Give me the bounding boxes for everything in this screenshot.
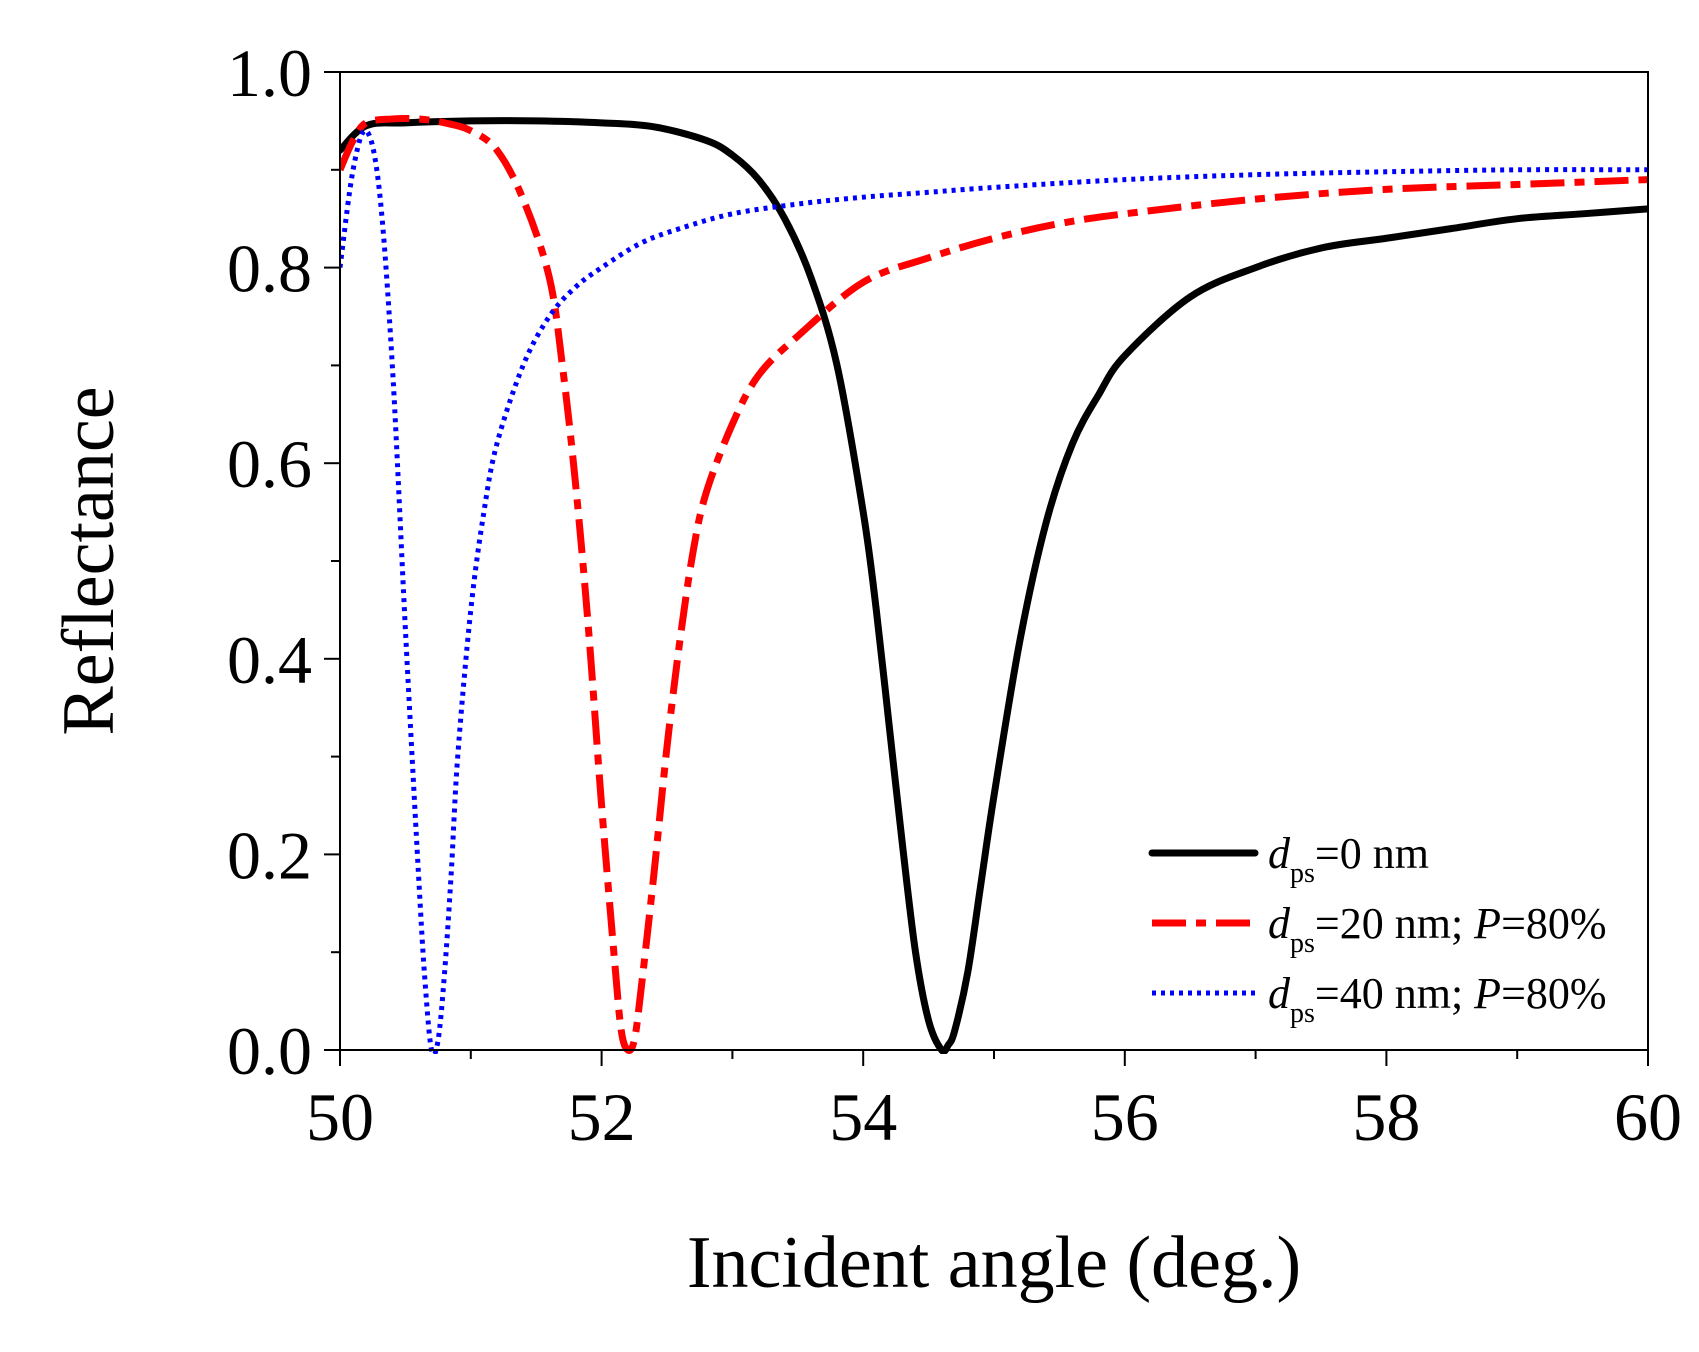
y-tick-label: 0.0 xyxy=(227,1013,312,1089)
y-tick-label: 0.2 xyxy=(227,817,312,893)
series-line-2 xyxy=(340,127,1648,1054)
x-tick-label: 52 xyxy=(568,1079,636,1155)
legend-label-part: d xyxy=(1268,829,1291,878)
x-tick-label: 56 xyxy=(1091,1079,1159,1155)
legend-label-part: =80% xyxy=(1501,969,1606,1018)
y-axis-title: Reflectance xyxy=(48,386,130,735)
legend-label-part: =20 nm; xyxy=(1315,899,1474,948)
x-tick-label: 58 xyxy=(1352,1079,1420,1155)
x-tick-label: 54 xyxy=(829,1079,897,1155)
y-tick-label: 0.4 xyxy=(227,622,312,698)
legend-label-1: dps=20 nm; P=80% xyxy=(1268,899,1607,959)
series-line-1 xyxy=(340,114,1648,1054)
y-tick-label: 0.6 xyxy=(227,426,312,502)
axes-layer: 50 52 54 56 58 60 0.0 0.2 0.4 0.6 0.8 1.0 Incident a… xyxy=(48,35,1682,1304)
legend-label-0: dps=0 nm xyxy=(1268,829,1429,889)
legend-label-part: P xyxy=(1473,969,1501,1018)
legend-label-2: dps=40 nm; P=80% xyxy=(1268,969,1607,1029)
legend-label-part: ps xyxy=(1290,928,1315,959)
x-axis-title: Incident angle (deg.) xyxy=(687,1222,1301,1304)
x-tick-label: 60 xyxy=(1614,1079,1682,1155)
y-tick-label: 0.8 xyxy=(227,231,312,307)
legend-label-part: ps xyxy=(1290,998,1315,1029)
legend-label-part: =80% xyxy=(1501,899,1606,948)
legend-label-part: d xyxy=(1268,899,1291,948)
series-line-0 xyxy=(340,117,1648,1054)
legend-label-part: =40 nm; xyxy=(1315,969,1474,1018)
legend-label-part: P xyxy=(1473,899,1501,948)
legend-label-part: ps xyxy=(1290,858,1315,889)
legend-label-part: d xyxy=(1268,969,1291,1018)
series-layer xyxy=(340,114,1648,1054)
y-tick-label: 1.0 xyxy=(227,35,312,111)
legend-label-part: =0 nm xyxy=(1315,829,1429,878)
x-tick-label: 50 xyxy=(306,1079,374,1155)
